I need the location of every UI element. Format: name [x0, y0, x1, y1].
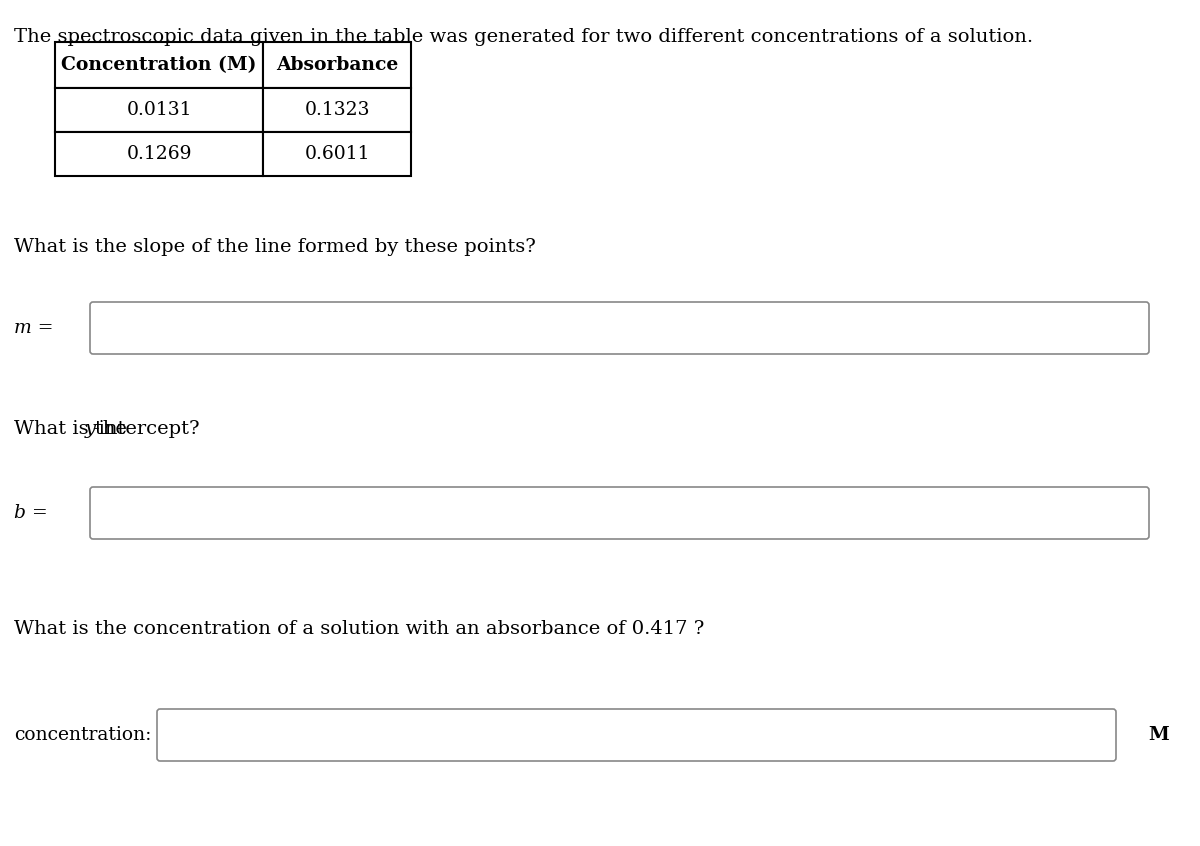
Text: y: y — [84, 420, 96, 438]
Bar — [263, 42, 410, 88]
Text: Concentration (M): Concentration (M) — [61, 56, 257, 74]
Text: What is the concentration of a solution with an absorbance of 0.417 ?: What is the concentration of a solution … — [14, 620, 704, 638]
Text: -intercept?: -intercept? — [92, 420, 199, 438]
Text: 0.1269: 0.1269 — [126, 145, 192, 163]
Text: 0.1323: 0.1323 — [305, 101, 370, 119]
Text: M: M — [1148, 726, 1169, 744]
Text: 0.0131: 0.0131 — [126, 101, 192, 119]
Text: Absorbance: Absorbance — [276, 56, 398, 74]
Bar — [55, 42, 263, 88]
Text: 0.6011: 0.6011 — [305, 145, 370, 163]
Text: m =: m = — [14, 319, 54, 337]
Bar — [263, 88, 410, 132]
Text: b =: b = — [14, 504, 48, 522]
FancyBboxPatch shape — [90, 302, 1150, 354]
Bar — [55, 88, 263, 132]
Text: What is the: What is the — [14, 420, 133, 438]
FancyBboxPatch shape — [157, 709, 1116, 761]
FancyBboxPatch shape — [90, 487, 1150, 539]
Text: concentration:: concentration: — [14, 726, 151, 744]
Bar — [55, 132, 263, 176]
Text: What is the slope of the line formed by these points?: What is the slope of the line formed by … — [14, 238, 536, 256]
Text: The spectroscopic data given in the table was generated for two different concen: The spectroscopic data given in the tabl… — [14, 28, 1033, 46]
Bar — [263, 132, 410, 176]
